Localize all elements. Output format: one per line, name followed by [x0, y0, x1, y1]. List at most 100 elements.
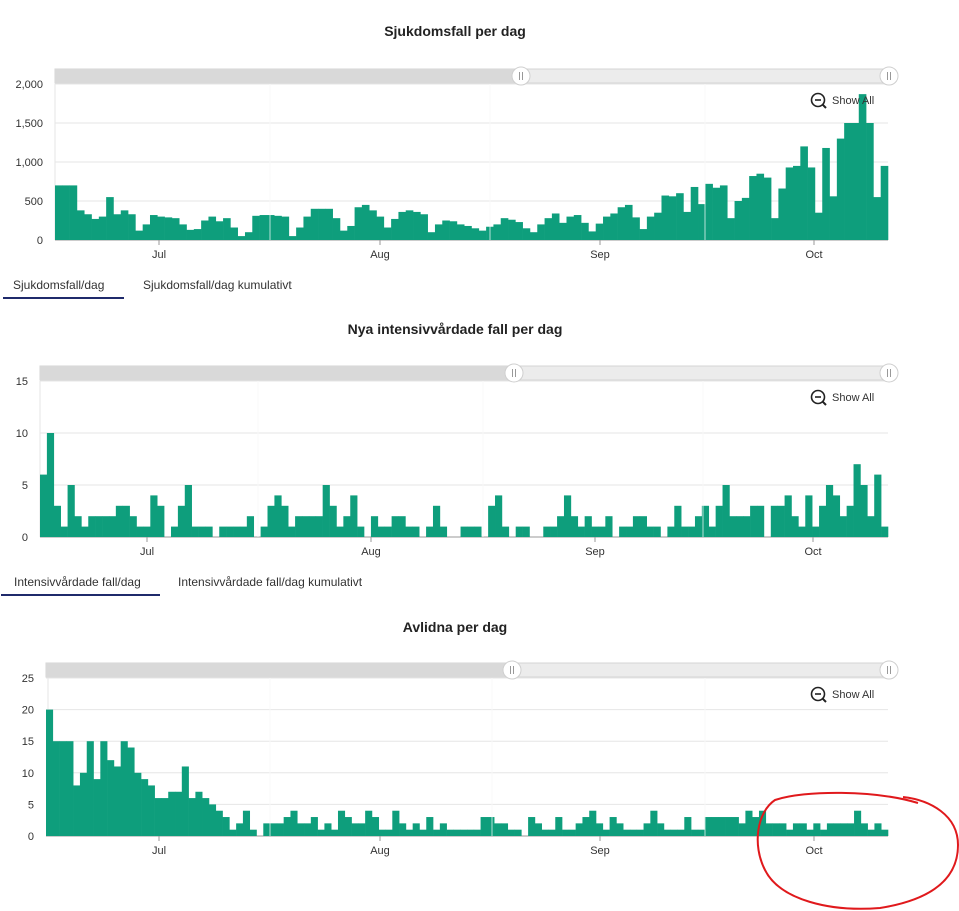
bar [108, 516, 117, 537]
bar [107, 760, 115, 836]
bar [95, 516, 103, 537]
bar [439, 526, 448, 537]
bar [829, 196, 838, 240]
bar [480, 817, 488, 836]
bar [550, 526, 558, 537]
bar [442, 220, 450, 240]
show-all-button[interactable]: Show All [810, 686, 875, 703]
bar [712, 187, 721, 240]
bar [141, 779, 149, 836]
chart-3-title: Avlidna per dag [402, 619, 508, 635]
tab-cases-cumulative[interactable]: Sjukdomsfall/dag kumulativt [143, 278, 292, 292]
bar [603, 216, 611, 240]
y-tick-label: 15 [16, 376, 28, 388]
tab-active-underline [3, 297, 124, 299]
bar [244, 232, 253, 240]
bar [639, 516, 647, 537]
tab-cases-per-day[interactable]: Sjukdomsfall/dag [13, 278, 105, 292]
bar [120, 210, 129, 240]
x-tick-label: Sep [585, 546, 605, 558]
scrollbar-handle[interactable] [879, 660, 899, 680]
bar [715, 505, 723, 537]
chart-2-title: Nya intensivvårdade fall per dag [347, 321, 563, 337]
y-tick-label: 20 [22, 705, 34, 717]
bar [76, 210, 85, 240]
bar [398, 516, 406, 537]
scrollbar-handle[interactable] [502, 660, 522, 680]
bar [237, 236, 246, 240]
show-all-button[interactable]: Show All [810, 92, 875, 109]
bar [756, 173, 765, 240]
bar [854, 810, 862, 836]
bar [434, 224, 443, 240]
bar [844, 123, 852, 240]
show-all-button[interactable]: Show All [810, 389, 875, 406]
bar [69, 185, 78, 240]
bar [623, 829, 631, 836]
bar [616, 823, 624, 836]
scrollbar-handle[interactable] [504, 363, 524, 383]
handle-circle [879, 660, 899, 680]
bar [420, 214, 428, 240]
bar [589, 810, 597, 836]
bar [177, 505, 186, 537]
bar [208, 804, 217, 836]
bar [577, 526, 585, 537]
tab-icu-cumulative[interactable]: Intensivvårdade fall/dag kumulativt [178, 575, 363, 589]
bar [157, 216, 165, 240]
bar [750, 505, 758, 537]
bar [219, 526, 227, 537]
chart-icu-per-day[interactable]: 0 5 10 15 Jul Aug Sep Oct Show All [0, 357, 959, 567]
bar [46, 709, 54, 836]
bar [91, 218, 100, 240]
bar [676, 193, 684, 240]
bar [853, 464, 861, 537]
bar [757, 505, 765, 537]
bar [369, 210, 377, 240]
bar [508, 219, 516, 240]
bar [819, 505, 827, 537]
bar [555, 817, 563, 836]
scrollbar-handle[interactable] [879, 363, 899, 383]
bar [881, 526, 889, 537]
scrollbar-handle[interactable] [879, 66, 899, 86]
bar [236, 823, 244, 836]
bar [522, 228, 531, 240]
bar [336, 526, 344, 537]
bar [339, 230, 348, 240]
bar [636, 829, 644, 836]
scrollbar-handle[interactable] [511, 66, 531, 86]
y-tick-label: 10 [22, 768, 34, 780]
bar [471, 228, 480, 240]
bar [246, 516, 255, 537]
bar [310, 208, 319, 240]
bar [181, 766, 189, 836]
bar [419, 829, 427, 836]
bar [325, 208, 333, 240]
chart-deaths-per-day[interactable]: 0 5 10 15 20 25 Jul Aug Sep Oct Show All [0, 654, 959, 864]
show-all-label: Show All [832, 689, 874, 701]
handle-circle [879, 363, 899, 383]
bar [650, 810, 658, 836]
bar [610, 213, 618, 240]
y-tick-label: 5 [28, 799, 34, 811]
y-tick-label: 0 [37, 235, 43, 247]
bar [661, 195, 670, 240]
bar [729, 516, 737, 537]
handle-circle [511, 66, 531, 86]
bar [324, 823, 332, 836]
tab-icu-per-day[interactable]: Intensivvårdade fall/dag [14, 575, 141, 589]
bar [674, 505, 682, 537]
chart-cases-per-day[interactable]: 0 500 1,000 1,500 2,000 Jul Aug Sep Oct Show All [0, 60, 959, 270]
scrollbar-selection [46, 663, 512, 677]
show-all-label: Show All [832, 95, 874, 107]
zoom-out-icon-handle [821, 400, 827, 406]
bar [595, 223, 604, 240]
bar [432, 505, 441, 537]
bar [745, 810, 753, 836]
bar [874, 823, 882, 836]
bar [281, 505, 289, 537]
bar [205, 526, 213, 537]
handle-circle [502, 660, 522, 680]
bar [40, 474, 48, 537]
